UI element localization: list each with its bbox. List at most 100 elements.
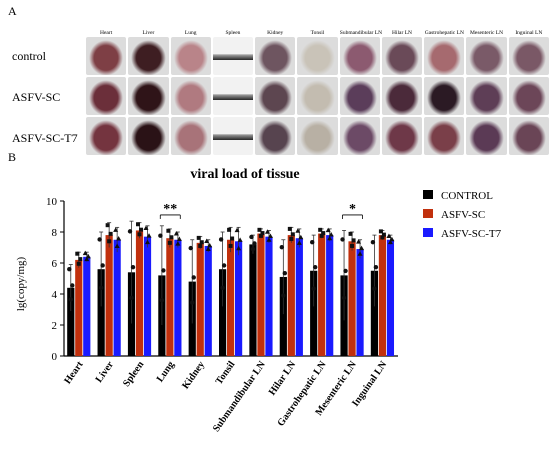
data-point: [386, 233, 392, 239]
bar-asfv-sc: [105, 235, 113, 356]
data-point: [227, 227, 232, 232]
tissue-photo-grid: [85, 36, 550, 155]
tissue-header-inguinal-ln: Inguinal LN: [515, 30, 543, 36]
tissue-photo: [381, 77, 423, 115]
data-point: [190, 300, 195, 305]
legend-label-asfv-sc: ASFV-SC: [441, 209, 485, 221]
data-point: [356, 239, 362, 244]
data-point: [372, 286, 377, 291]
tissue-photo: [128, 37, 169, 75]
bar-asfv-sc-t7: [326, 235, 334, 356]
data-point: [191, 275, 196, 280]
tissue-photo: [86, 37, 127, 75]
viral-load-chart: viral load of tissue lg(copy/mg) 0 2 4 6 8 10…: [15, 167, 502, 434]
data-point: [169, 235, 174, 240]
tissue-photo: [424, 37, 465, 75]
data-point: [234, 227, 240, 233]
data-point: [252, 241, 257, 246]
tissue-photo: [86, 77, 127, 115]
tissue-header-gastrohepatic-ln: Gastrohepatic LN: [424, 30, 464, 36]
data-point: [146, 233, 152, 238]
data-point: [373, 264, 379, 270]
data-point: [311, 286, 316, 291]
x-tick-label: Heart: [62, 359, 86, 386]
data-point: [341, 295, 347, 301]
tissue-photo: [339, 77, 380, 115]
bar-asfv-sc: [75, 259, 83, 356]
tissue-photo: [339, 117, 380, 155]
data-point: [357, 251, 363, 256]
tissue-header-heart: Heart: [100, 30, 113, 36]
data-point: [389, 236, 395, 242]
legend-label-control: CONTROL: [441, 190, 493, 202]
data-point: [287, 226, 292, 231]
tissue-photo: [466, 37, 507, 75]
significance-marker: **: [163, 202, 177, 217]
tissue-photo: [466, 77, 507, 115]
data-point: [176, 236, 182, 241]
data-point: [159, 298, 165, 303]
data-point: [343, 268, 348, 274]
data-point: [260, 231, 265, 236]
data-point: [340, 237, 345, 242]
data-point: [97, 237, 102, 242]
row-label-control: control: [12, 49, 46, 63]
data-point: [68, 297, 73, 302]
bar-control: [249, 244, 257, 356]
tissue-photo: [170, 37, 211, 75]
data-point: [136, 222, 141, 227]
tissue-header-spleen: Spleen: [225, 30, 241, 36]
data-point: [188, 245, 193, 251]
data-point: [130, 264, 136, 270]
tissue-photo: [255, 117, 296, 155]
data-point: [296, 240, 302, 245]
data-point: [105, 223, 110, 228]
data-point: [145, 239, 151, 245]
y-tick-label: 4: [52, 289, 58, 301]
data-point: [266, 237, 272, 242]
tissue-photo: [212, 117, 254, 155]
x-tick-label: Kidney: [180, 359, 207, 391]
y-tick-label: 8: [52, 227, 58, 239]
bar-asfv-sc: [378, 235, 387, 356]
data-point: [127, 229, 133, 234]
data-point: [236, 245, 242, 251]
data-point: [129, 295, 134, 301]
data-point: [325, 227, 331, 233]
x-tick-label: Tonsil: [214, 359, 238, 387]
tissue-header-tonsil: Tonsil: [310, 30, 325, 36]
data-point: [350, 243, 355, 248]
tissue-photo: [128, 117, 169, 155]
data-point: [381, 232, 386, 237]
data-point: [82, 250, 88, 256]
data-point: [199, 240, 204, 245]
data-point: [167, 240, 172, 245]
data-point: [207, 242, 213, 248]
tissue-photo: [297, 117, 338, 155]
data-point: [290, 232, 295, 237]
tissue-header-mesenteric-ln: Mesenteric LN: [470, 30, 504, 36]
data-point: [139, 227, 144, 232]
data-point: [318, 227, 323, 232]
row-label-asfv-sc-t7: ASFV-SC-T7: [12, 131, 78, 145]
bar-asfv-sc-t7: [265, 236, 273, 356]
data-point: [220, 285, 225, 290]
data-point: [108, 231, 113, 236]
chart-legend: CONTROL ASFV-SC ASFV-SC-T7: [423, 190, 502, 240]
tissue-photo: [424, 77, 465, 115]
tissue-photo: [297, 77, 338, 115]
bar-asfv-sc-t7: [113, 239, 121, 356]
x-tick-label: Submandibular LN: [211, 359, 268, 434]
bar-asfv-sc-t7: [174, 239, 182, 356]
y-tick-label: 2: [52, 320, 58, 332]
bar-control: [219, 269, 227, 356]
y-tick-label: 6: [52, 258, 58, 270]
data-point: [279, 244, 285, 250]
data-point: [249, 234, 254, 240]
bar-asfv-sc: [318, 233, 326, 356]
data-point: [282, 271, 288, 276]
data-point: [98, 285, 104, 290]
x-tick-label: Spleen: [121, 359, 147, 389]
data-point: [114, 243, 120, 248]
data-point: [67, 267, 72, 272]
